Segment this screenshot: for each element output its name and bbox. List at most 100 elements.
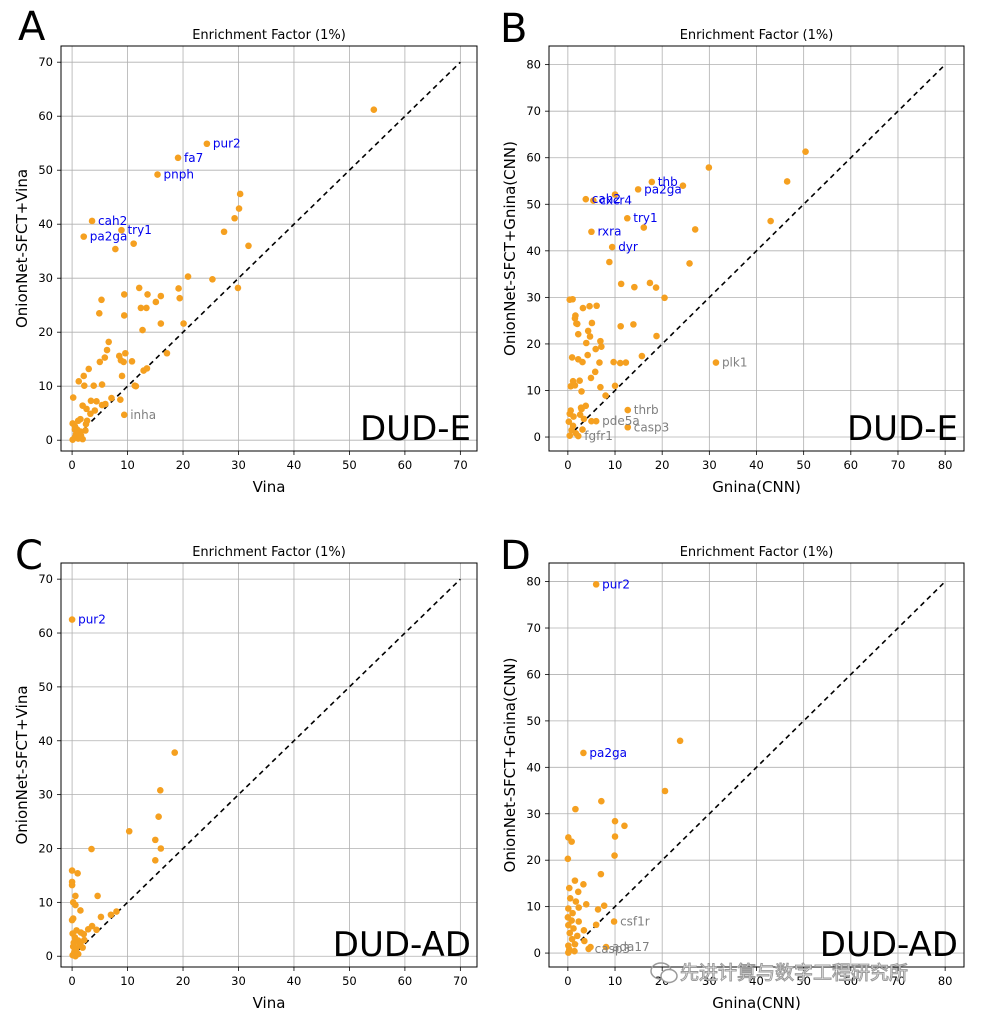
- data-point: [85, 365, 93, 373]
- point-label: cah2: [592, 192, 621, 206]
- data-point: [597, 870, 605, 878]
- y-tick-label: 50: [38, 680, 53, 694]
- y-tick-label: 30: [526, 807, 541, 821]
- data-point: [68, 881, 76, 889]
- data-point: [571, 940, 579, 948]
- data-point: [617, 322, 624, 330]
- y-tick-label: 10: [526, 383, 541, 397]
- y-tick-label: 60: [38, 109, 53, 123]
- data-point: [120, 291, 128, 298]
- data-point: [648, 178, 656, 186]
- data-point: [113, 908, 120, 915]
- data-point: [565, 418, 573, 425]
- panel-letter: B: [500, 6, 527, 52]
- data-point: [574, 330, 582, 338]
- dataset-label: DUD-E: [847, 409, 958, 449]
- data-point: [245, 242, 252, 250]
- data-point: [581, 937, 588, 945]
- y-tick-label: 40: [38, 734, 53, 748]
- diagonal-line: [71, 61, 461, 441]
- data-point: [74, 869, 81, 877]
- plot-frame: [60, 562, 478, 968]
- y-tick-label: 70: [38, 572, 53, 586]
- data-point: [569, 377, 577, 385]
- data-point: [591, 368, 599, 376]
- data-point: [592, 417, 600, 425]
- x-tick-label: 80: [938, 458, 953, 472]
- y-tick-label: 30: [526, 290, 541, 304]
- y-tick-label: 70: [526, 104, 541, 118]
- data-point: [584, 327, 592, 335]
- data-point: [564, 855, 572, 863]
- x-tick-label: 50: [342, 458, 357, 472]
- data-point: [598, 797, 605, 805]
- data-point: [600, 902, 608, 910]
- data-point: [80, 930, 88, 938]
- data-point: [712, 359, 720, 366]
- y-tick-label: 30: [38, 788, 53, 802]
- panel-a: A Enrichment Factor (1%) 0 10 20 30 40 50 60 70 0 1…: [13, 4, 478, 496]
- data-point: [566, 296, 574, 304]
- point-label: dyr: [618, 240, 638, 254]
- x-tick-label: 50: [796, 458, 811, 472]
- data-point: [611, 191, 619, 198]
- data-point: [566, 894, 574, 902]
- plot-frame: [548, 562, 965, 968]
- data-point: [640, 224, 648, 231]
- data-point: [203, 140, 211, 148]
- x-axis-label: Gnina(CNN): [712, 478, 801, 496]
- data-point: [565, 949, 572, 956]
- data-point: [624, 423, 632, 431]
- plot-frame: [60, 45, 478, 452]
- data-point: [135, 284, 143, 292]
- data-point: [676, 737, 684, 745]
- data-point: [767, 217, 774, 225]
- plot-frame: [548, 45, 965, 452]
- data-point: [93, 926, 100, 934]
- data-point: [568, 935, 576, 943]
- data-point: [122, 349, 129, 357]
- data-point: [574, 432, 582, 440]
- data-point: [132, 382, 140, 390]
- data-point: [98, 401, 106, 409]
- y-axis-label: OnionNet-SFCT+Vina: [13, 169, 31, 328]
- data-point: [571, 947, 578, 955]
- data-point: [691, 226, 699, 233]
- data-point: [590, 197, 597, 204]
- data-point: [68, 916, 76, 924]
- data-point: [80, 233, 88, 240]
- data-point: [93, 398, 100, 405]
- y-tick-label: 60: [526, 667, 541, 681]
- data-point: [74, 417, 82, 425]
- data-point: [587, 374, 595, 382]
- data-point: [608, 243, 616, 251]
- data-point: [661, 294, 668, 302]
- point-label: fa7: [184, 151, 203, 165]
- panel-letter: D: [500, 533, 531, 579]
- data-point: [566, 432, 574, 439]
- x-tick-label: 10: [608, 458, 623, 472]
- data-point: [602, 392, 609, 399]
- y-tick-label: 20: [526, 853, 541, 867]
- data-point: [234, 284, 242, 292]
- data-point: [107, 911, 115, 919]
- data-point: [84, 925, 92, 933]
- data-point: [69, 420, 76, 427]
- panel-b: B Enrichment Factor (1%) 0 10 20 30 40 50 60 70 80…: [500, 6, 965, 496]
- data-point: [567, 382, 574, 390]
- data-point: [584, 351, 591, 359]
- x-tick-label: 40: [749, 458, 764, 472]
- data-point: [157, 292, 165, 300]
- data-point: [580, 881, 587, 888]
- data-point: [80, 382, 88, 389]
- point-label: pa2ga: [644, 182, 682, 196]
- point-label: try1: [127, 223, 151, 237]
- data-point: [370, 106, 378, 114]
- data-point: [596, 359, 603, 366]
- x-tick-label: 10: [120, 458, 135, 472]
- data-point: [117, 396, 124, 404]
- point-label: pnph: [164, 168, 194, 182]
- dataset-label: DUD-AD: [333, 925, 471, 965]
- data-point: [679, 182, 687, 189]
- data-point: [566, 929, 574, 937]
